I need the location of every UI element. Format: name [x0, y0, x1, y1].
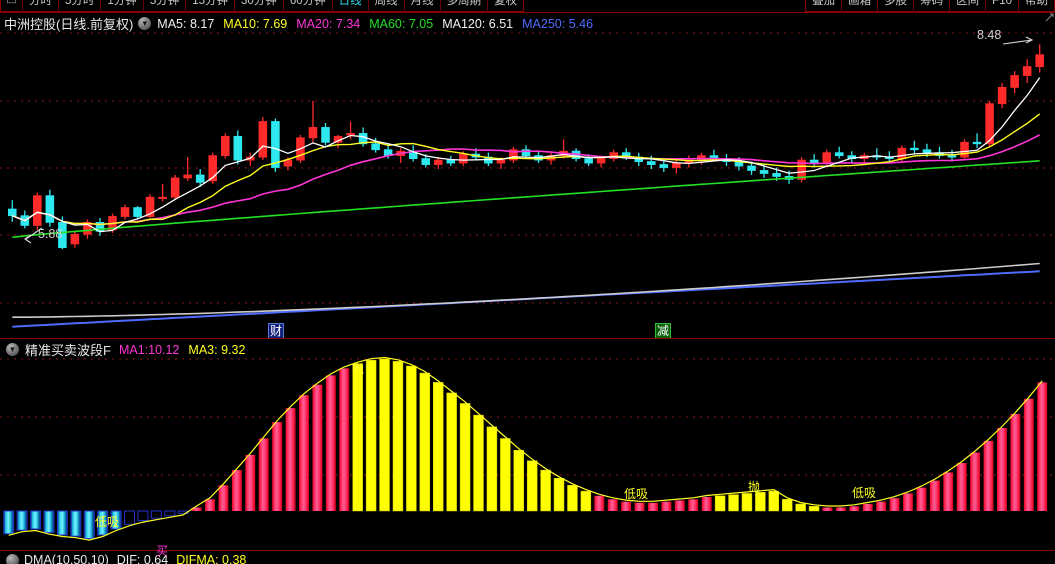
menu-item-11[interactable]: 复权	[494, 0, 518, 7]
menu-item-multistock[interactable]: 多股	[878, 0, 915, 12]
difma-label: DIFMA: 0.38	[176, 553, 247, 564]
indicator2-info-header: DMA(10,50,10) DIF: 0.64 DIFMA: 0.38	[4, 552, 246, 564]
menu-item-5[interactable]: 30分钟	[235, 0, 284, 12]
menu-item-6[interactable]: 60分钟	[284, 0, 333, 12]
menu-group-left[interactable]: ▭ 分时 5分时 1分钟 5分钟 15分钟 30分钟 60分钟 日线 周线 月线…	[0, 0, 525, 12]
indicator-info-header: ▼ 精准买卖波段F MA1:10.12 MA3: 9.32	[4, 341, 245, 358]
menu-item-2[interactable]: 1分钟	[101, 0, 144, 12]
chevron-down-circle-icon[interactable]	[6, 553, 19, 564]
ma60-label: MA60: 7.05	[369, 16, 434, 31]
annotation-pao-1: 抛	[352, 362, 365, 376]
indicator2-title[interactable]: DMA(10,50,10)	[24, 553, 109, 564]
menu-item-10[interactable]: 多周期	[441, 0, 489, 12]
indicator-title[interactable]: 精准买卖波段F	[25, 343, 111, 358]
chevron-down-circle-icon[interactable]: ▼	[6, 343, 19, 356]
chevron-down-circle-icon[interactable]: ▼	[138, 17, 152, 30]
dif-label: DIF: 0.64	[116, 553, 169, 564]
menu-item-7-active[interactable]: 日线	[333, 0, 369, 12]
resize-handle-icon[interactable]	[1045, 13, 1054, 22]
annotation-jian: 减	[655, 323, 672, 338]
price-info-header: 中洲控股(日线.前复权) ▼ MA5: 8.17 MA10: 7.69 MA20…	[4, 15, 602, 33]
ma1-label: MA1:10.12	[118, 342, 180, 357]
indicator-bar-svg[interactable]	[0, 339, 1055, 550]
menu-item-3[interactable]: 5分钟	[144, 0, 187, 12]
annotation-mai: 买	[156, 544, 169, 558]
menu-group-right[interactable]: 叠加 画箱 多股 筹码 区间 F10 帮助	[805, 0, 1055, 12]
price-candlestick-svg[interactable]	[0, 13, 1055, 338]
menu-item-draw[interactable]: 画箱	[842, 0, 879, 12]
ma3-label: MA3: 9.32	[188, 342, 246, 357]
menu-item-9[interactable]: 月线	[405, 0, 441, 12]
ma5-label: MA5: 8.17	[157, 16, 215, 31]
menu-item-f10[interactable]: F10	[986, 0, 1019, 12]
menu-item-0[interactable]: 分时	[23, 0, 59, 12]
stock-title[interactable]: 中洲控股(日线.前复权)	[4, 17, 134, 32]
menu-item-range[interactable]: 区间	[950, 0, 987, 12]
annotation-dixi-2: 低吸	[624, 487, 649, 501]
ma250-label: MA250: 5.46	[522, 16, 594, 31]
menu-item-chips[interactable]: 筹码	[914, 0, 951, 12]
annotation-cai: 财	[268, 323, 285, 338]
menu-item-overlay[interactable]: 叠加	[806, 0, 843, 12]
menu-item-1[interactable]: 5分时	[59, 0, 102, 12]
price-label-low: 5.88	[38, 227, 63, 241]
ma120-label: MA120: 6.51	[442, 16, 514, 31]
indicator-pane-dma[interactable]: DMA(10,50,10) DIF: 0.64 DIFMA: 0.38	[0, 550, 1055, 564]
menu-item-4[interactable]: 15分钟	[186, 0, 236, 12]
annotation-dixi-3: 低吸	[852, 486, 877, 500]
top-menu-bar[interactable]: ▭ 分时 5分时 1分钟 5分钟 15分钟 30分钟 60分钟 日线 周线 月线…	[0, 0, 1055, 13]
window-restore-icon[interactable]: ▭	[1, 0, 23, 12]
indicator-pane-waveband[interactable]: ▼ 精准买卖波段F MA1:10.12 MA3: 9.32	[0, 338, 1055, 550]
ma10-label: MA10: 7.69	[223, 16, 288, 31]
price-chart-pane[interactable]: 中洲控股(日线.前复权) ▼ MA5: 8.17 MA10: 7.69 MA20…	[0, 13, 1055, 338]
annotation-dixi-1: 低吸	[95, 515, 120, 529]
menu-item-help[interactable]: 帮助	[1025, 0, 1048, 7]
price-label-high: 8.48	[977, 28, 1002, 42]
annotation-pao-2: 抛	[748, 480, 761, 494]
menu-item-8[interactable]: 周线	[369, 0, 405, 12]
ma20-label: MA20: 7.34	[296, 16, 361, 31]
